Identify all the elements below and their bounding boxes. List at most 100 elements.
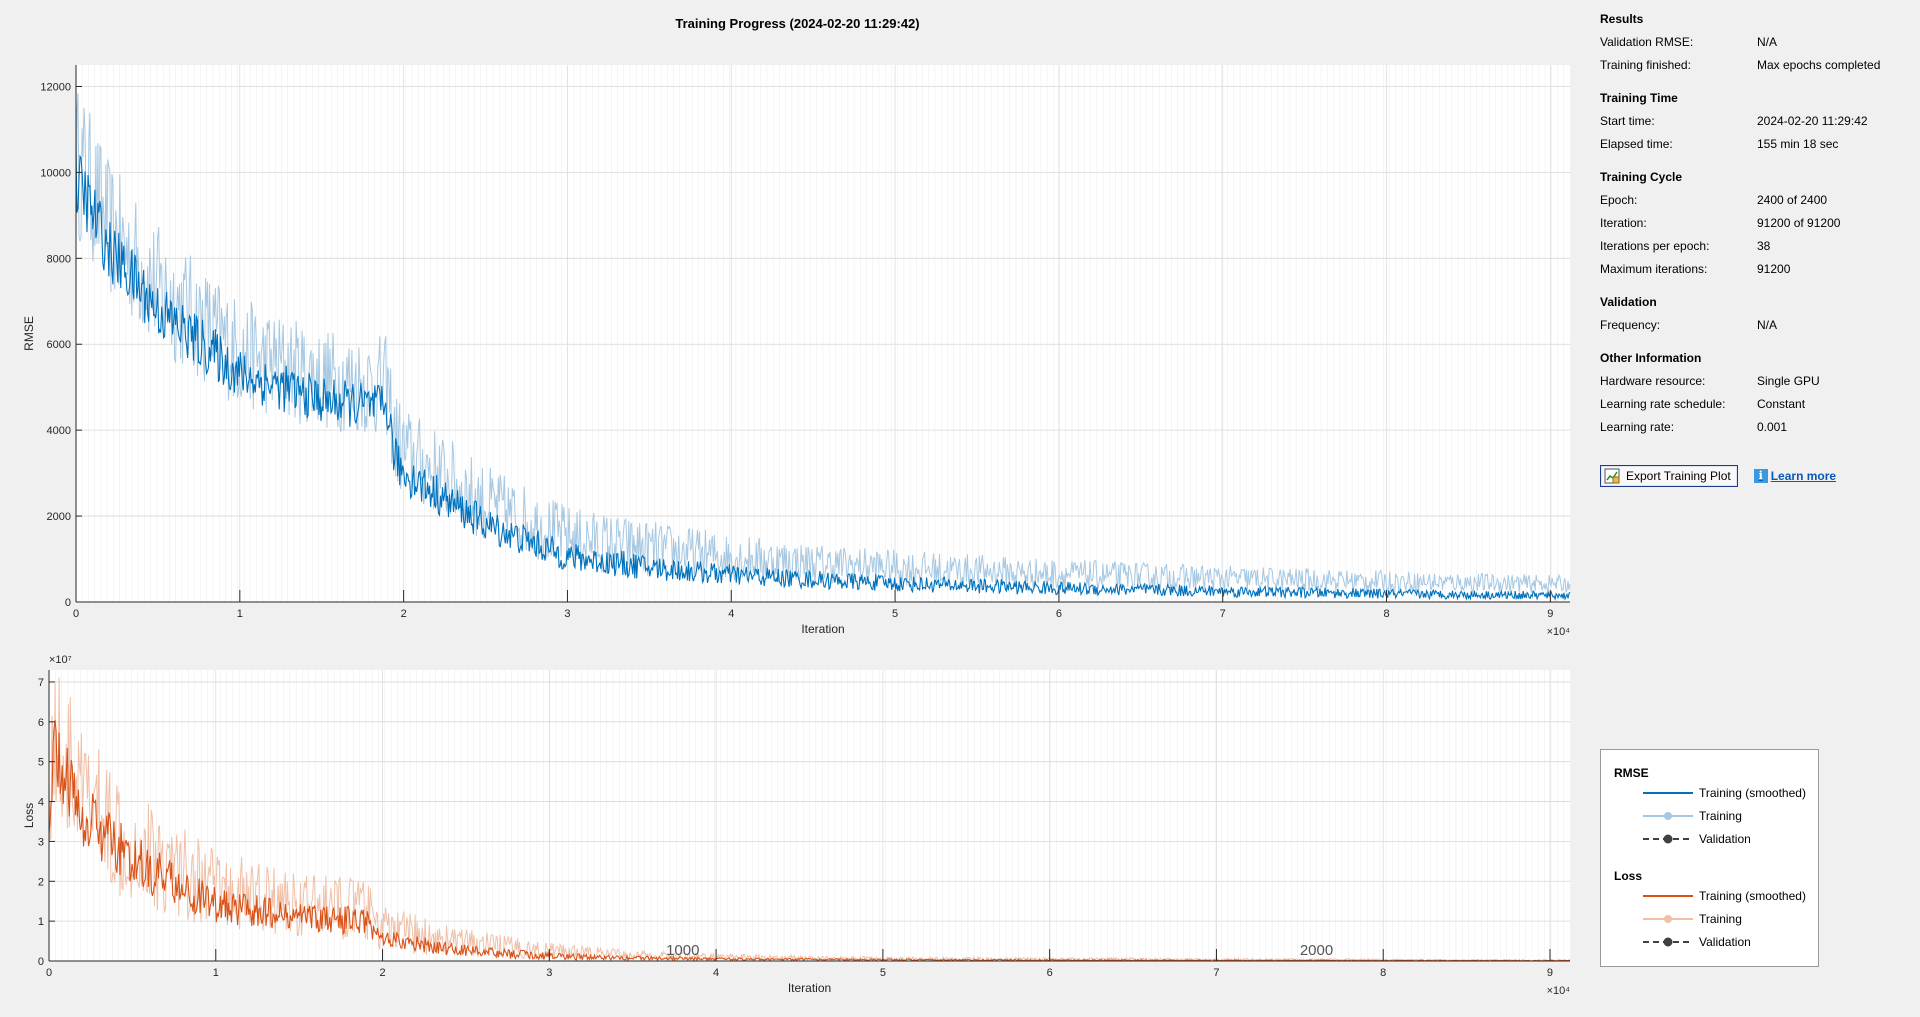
y-axis-label: RMSE	[22, 316, 36, 351]
info-value: 2400 of 2400	[1757, 193, 1828, 207]
plot-legend: RMSE Training (smoothed) Training Validatio…	[1600, 749, 1819, 967]
legend-entry: Training (smoothed)	[1643, 786, 1806, 800]
x-tick-label: 8	[1383, 608, 1389, 620]
legend-label: Validation	[1699, 832, 1751, 846]
legend-label: Training	[1699, 809, 1742, 823]
x-tick-label: 6	[1047, 967, 1053, 979]
info-heading: Training Time	[1600, 91, 1678, 105]
y-tick-label: 0	[65, 597, 71, 609]
info-value: Max epochs completed	[1757, 58, 1881, 72]
x-tick-label: 0	[73, 608, 79, 620]
x-tick-label: 7	[1220, 608, 1226, 620]
info-row: Validation RMSE: N/A	[1600, 31, 1920, 54]
export-button-label: Export Training Plot	[1626, 469, 1731, 483]
info-value: Single GPU	[1757, 374, 1820, 388]
x-tick-label: 4	[728, 608, 734, 620]
legend-label: Validation	[1699, 935, 1751, 949]
info-value: 2024-02-20 11:29:42	[1757, 114, 1868, 128]
info-label: Elapsed time:	[1600, 137, 1673, 151]
info-value: 155 min 18 sec	[1757, 137, 1839, 151]
x-tick-label: 5	[892, 608, 898, 620]
x-tick-label: 6	[1056, 608, 1062, 620]
legend-entry: Training	[1643, 809, 1742, 823]
info-row: Start time: 2024-02-20 11:29:42	[1600, 110, 1920, 133]
y-tick-label: 12000	[40, 81, 71, 93]
x-exponent-label: ×10⁴	[1547, 626, 1571, 638]
info-row: Frequency: N/A	[1600, 314, 1920, 337]
legend-entry: Validation	[1643, 935, 1751, 949]
info-label: Learning rate:	[1600, 420, 1675, 434]
info-row: Learning rate: 0.001	[1600, 416, 1920, 439]
minor-grid	[81, 65, 1565, 602]
x-tick-label: 9	[1547, 967, 1553, 979]
info-label: Learning rate schedule:	[1600, 397, 1726, 411]
legend-symbol	[1643, 895, 1693, 897]
y-tick-label: 0	[38, 956, 44, 968]
info-label: Hardware resource:	[1600, 374, 1706, 388]
info-row: Elapsed time: 155 min 18 sec	[1600, 133, 1920, 156]
loss-plot: 1000 2000 0 1 2 3 4 5 6 7 8 9 0 1 2 3 4 5 6 7 Iteration Loss ×…	[22, 654, 1571, 997]
y-tick-label: 6	[38, 717, 44, 729]
legend-entry: Training (smoothed)	[1643, 889, 1806, 903]
y-tick-label: 4	[38, 797, 44, 809]
info-row: Iteration: 91200 of 91200	[1600, 212, 1920, 235]
info-row: Learning rate schedule: Constant	[1600, 393, 1920, 416]
x-tick-label: 1	[237, 608, 243, 620]
epoch-annotation: 2000	[1300, 942, 1333, 959]
info-label: Frequency:	[1600, 318, 1661, 332]
info-row: Epoch: 2400 of 2400	[1600, 189, 1920, 212]
x-tick-label: 2	[379, 967, 385, 979]
x-tick-label: 3	[546, 967, 552, 979]
y-tick-label: 1	[38, 916, 44, 928]
info-row: Training finished: Max epochs completed	[1600, 54, 1920, 77]
y-tick-label: 3	[38, 836, 44, 848]
y-exponent-label: ×10⁷	[49, 654, 72, 666]
info-value: 91200 of 91200	[1757, 216, 1841, 230]
info-label: Training finished:	[1600, 58, 1691, 72]
action-row: Export Training Plot i Learn more	[1600, 465, 1920, 487]
rmse-plot: 0 1 2 3 4 5 6 7 8 9 0 2000 4000 6000 8000 10000 12000 Ite…	[22, 65, 1571, 638]
series-training-smoothed	[48, 720, 1571, 963]
info-icon: i	[1753, 469, 1768, 483]
y-tick-label: 2	[38, 876, 44, 888]
info-heading: Other Information	[1600, 351, 1702, 365]
y-tick-label: 6000	[47, 339, 71, 351]
legend-label: Training (smoothed)	[1699, 889, 1806, 903]
legend-label: Training	[1699, 912, 1742, 926]
epoch-annotation: 1000	[666, 942, 699, 959]
info-heading: Results	[1600, 12, 1644, 26]
info-heading: Validation	[1600, 295, 1657, 309]
legend-symbol	[1643, 834, 1693, 844]
info-label: Epoch:	[1600, 193, 1638, 207]
x-tick-label: 8	[1380, 967, 1386, 979]
info-value: Constant	[1757, 397, 1806, 411]
x-tick-label: 7	[1213, 967, 1219, 979]
x-tick-label: 3	[564, 608, 570, 620]
y-tick-label: 4000	[47, 425, 71, 437]
x-tick-label: 4	[713, 967, 719, 979]
legend-label: Training (smoothed)	[1699, 786, 1806, 800]
y-tick-label: 10000	[40, 167, 71, 179]
info-label: Maximum iterations:	[1600, 262, 1708, 276]
export-training-plot-button[interactable]: Export Training Plot	[1600, 465, 1738, 487]
export-plot-icon	[1604, 468, 1620, 484]
x-tick-label: 0	[46, 967, 52, 979]
info-value: 91200	[1757, 262, 1791, 276]
minor-grid	[55, 670, 1564, 961]
x-axis-label: Iteration	[801, 622, 844, 636]
info-label: Start time:	[1600, 114, 1655, 128]
y-axis-label: Loss	[22, 803, 36, 828]
x-tick-label: 5	[880, 967, 886, 979]
info-value: N/A	[1757, 35, 1778, 49]
x-tick-label: 9	[1547, 608, 1553, 620]
x-axis-label: Iteration	[788, 981, 831, 995]
info-label: Iterations per epoch:	[1600, 239, 1710, 253]
legend-group-title: RMSE	[1614, 766, 1649, 780]
legend-entry: Training	[1643, 912, 1742, 926]
x-exponent-label: ×10⁴	[1547, 985, 1571, 997]
series-training-smoothed	[75, 151, 1571, 602]
y-tick-label: 5	[38, 757, 44, 769]
legend-entry: Validation	[1643, 832, 1751, 846]
info-value: 0.001	[1757, 420, 1788, 434]
learn-more-link[interactable]: i Learn more	[1753, 469, 1836, 483]
